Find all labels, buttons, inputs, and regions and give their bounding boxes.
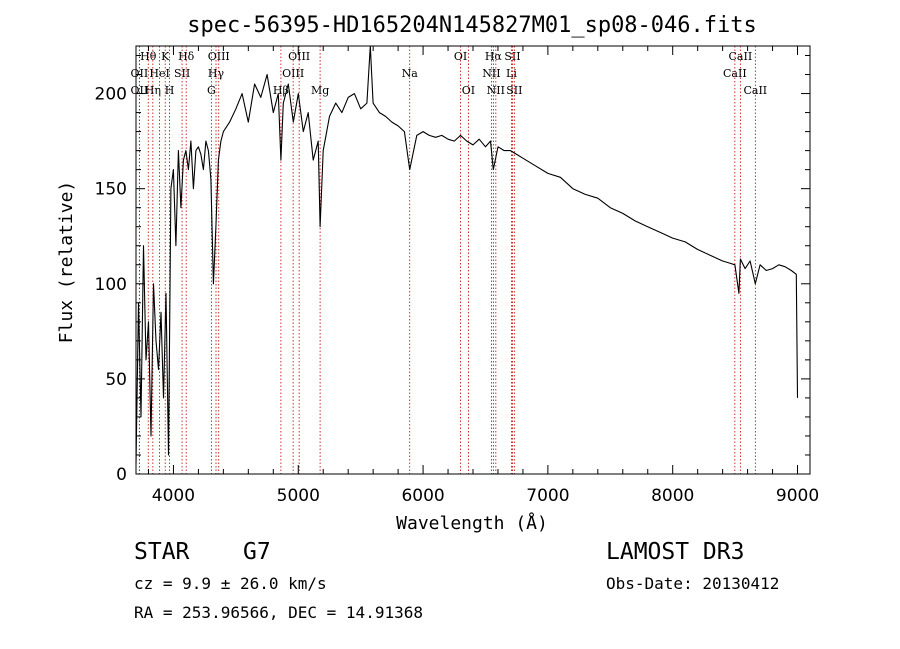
marker-label-8: SII [174,67,190,80]
survey-name: LAMOST DR3 [606,539,745,565]
observation-date: Obs-Date: 20130412 [606,574,780,593]
marker-label-0: Hθ [140,50,157,63]
spectral-subclass: G7 [243,539,271,565]
marker-label-25: CaII [729,50,753,63]
x-tick-label-7000: 7000 [526,486,569,506]
marker-label-3: Hη [145,84,161,97]
marker-label-23: Li [506,67,517,80]
plot-frame [135,45,811,475]
marker-label-24: SII [506,84,522,97]
marker-label-9: OIII [208,50,230,63]
marker-label-26: CaII [723,67,747,80]
spectrum-line [135,45,799,465]
marker-label-17: OI [454,50,467,63]
redshift-value: cz = 9.9 ± 26.0 km/s [134,574,327,593]
marker-label-4: K [161,50,170,63]
coordinates: RA = 253.96566, DEC = 14.91368 [134,603,423,622]
x-tick-label-9000: 9000 [776,486,819,506]
marker-label-18: OI [462,84,475,97]
marker-label-10: Hγ [208,67,225,80]
marker-label-16: Na [402,67,419,80]
y-tick-label-50: 50 [105,370,127,390]
marker-label-14: Hβ [273,84,289,97]
marker-label-19: Hα [485,50,503,63]
object-type: STAR [134,539,190,565]
x-tick-label-4000: 4000 [152,486,195,506]
marker-label-13: OIII [282,67,304,80]
x-axis-label: Wavelength (Å) [396,512,548,534]
y-tick-label-100: 100 [95,275,127,295]
y-axis-label: Flux (relative) [56,181,77,344]
x-tick-label-6000: 6000 [401,486,444,506]
x-tick-label-8000: 8000 [651,486,694,506]
x-axis: 4000 5000 6000 7000 8000 9000 [147,46,819,506]
marker-label-6: H [165,84,175,97]
y-tick-label-200: 200 [95,85,127,105]
marker-label-11: G [207,84,216,97]
y-tick-label-150: 150 [95,180,127,200]
marker-label-20: NII [482,67,500,80]
marker-label-7: Hδ [178,50,195,63]
chart-title: spec-56395-HD165204N145827M01_sp08-046.f… [187,13,757,38]
y-tick-label-0: 0 [116,465,127,485]
marker-label-27: CaII [743,84,767,97]
marker-label-1: OII [131,67,149,80]
marker-label-22: SII [504,50,520,63]
marker-label-12: OIII [288,50,310,63]
marker-label-21: NII [487,84,505,97]
marker-label-15: Mg [311,84,329,97]
marker-label-5: HeI [149,67,169,80]
x-tick-label-5000: 5000 [277,486,320,506]
y-axis: 0 50 100 150 200 [95,55,810,485]
